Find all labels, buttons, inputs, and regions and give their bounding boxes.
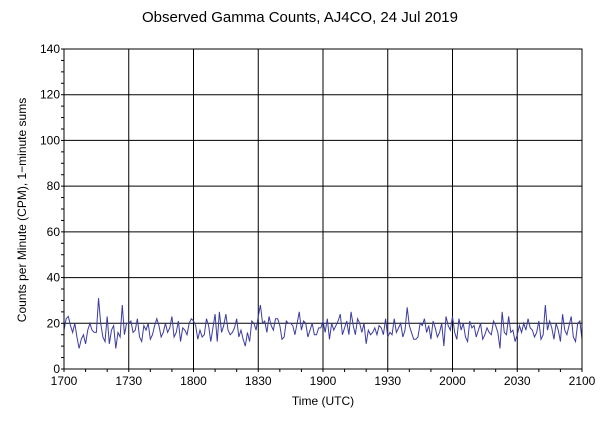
x-tick-label: 2000 <box>439 374 466 388</box>
x-tick-labels: 1700 1730 1800 1830 1900 1930 2000 2030 2100 <box>51 374 596 388</box>
x-tick-label: 1700 <box>51 374 78 388</box>
x-tick-label: 2100 <box>569 374 596 388</box>
y-tick-label: 100 <box>40 133 60 147</box>
series-layer <box>63 298 583 349</box>
y-tick-label: 40 <box>47 271 61 285</box>
y-tick-label: 120 <box>40 88 60 102</box>
y-tick-labels: 0 20 40 60 80 100 120 140 <box>40 42 60 376</box>
y-tick-label: 140 <box>40 42 60 56</box>
series-line <box>63 298 583 349</box>
y-tick-label: 20 <box>47 316 61 330</box>
x-tick-label: 1730 <box>115 374 142 388</box>
x-tick-label: 1800 <box>180 374 207 388</box>
y-tick-label: 60 <box>47 225 61 239</box>
grid <box>64 49 582 369</box>
plot-frame <box>63 48 583 370</box>
x-tick-label: 1830 <box>245 374 272 388</box>
y-tick-label: 0 <box>53 362 60 376</box>
x-axis-label: Time (UTC) <box>291 394 355 408</box>
x-tick-label: 1900 <box>310 374 337 388</box>
x-tick-label: 1930 <box>374 374 401 388</box>
y-tick-label: 80 <box>47 179 61 193</box>
x-tick-label: 2030 <box>504 374 531 388</box>
chart-title: Observed Gamma Counts, AJ4CO, 24 Jul 201… <box>142 9 458 26</box>
